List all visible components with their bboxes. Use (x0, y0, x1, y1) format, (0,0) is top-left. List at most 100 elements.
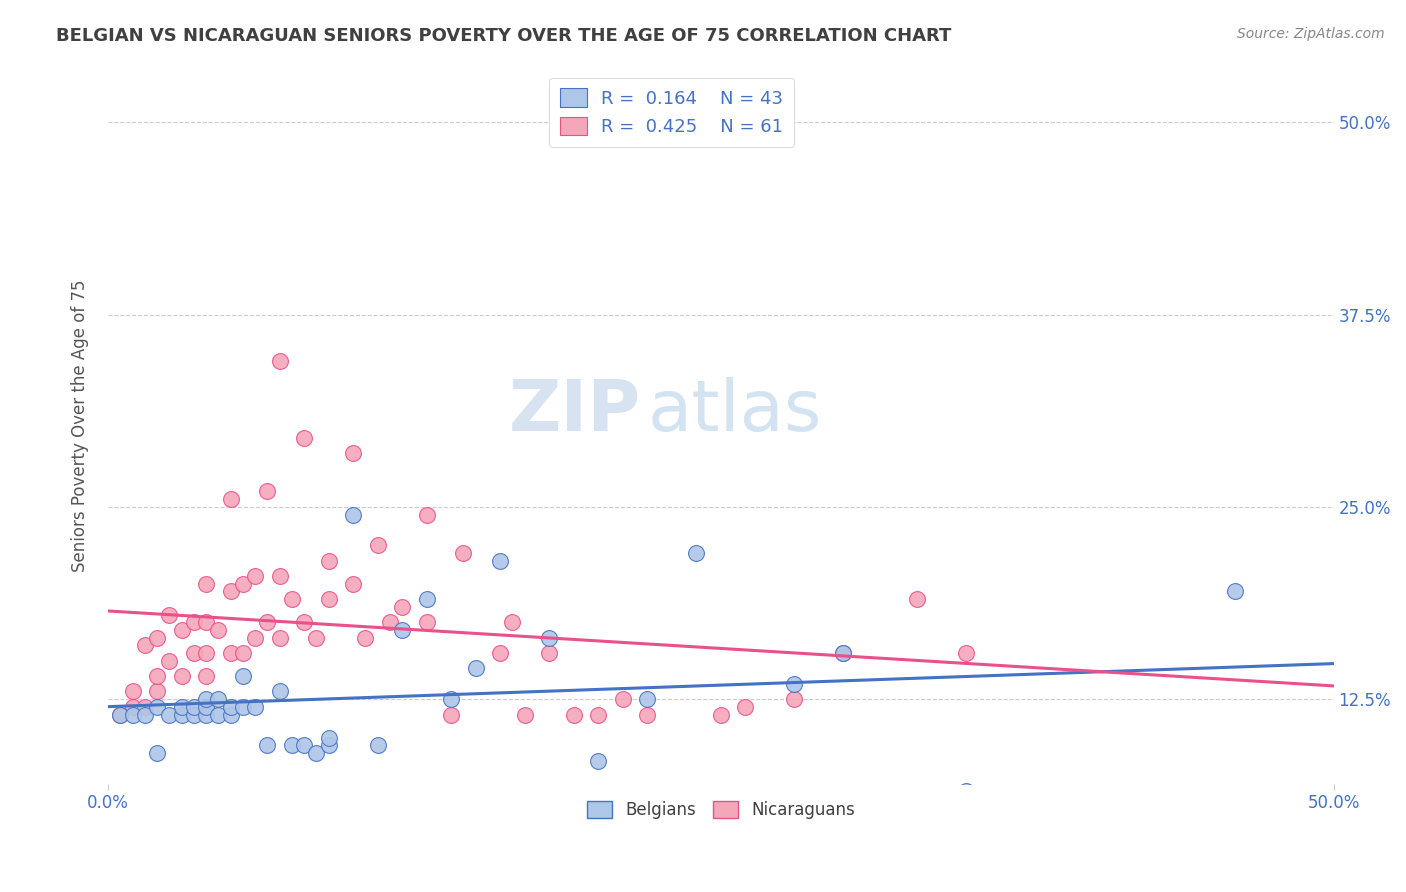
Point (440, 692, 463, 706)
Point (955, 784, 977, 798)
Point (832, 646, 855, 660)
Point (453, 546, 475, 560)
Point (134, 707, 156, 722)
Point (146, 684, 169, 698)
Point (1126, 807, 1149, 822)
Point (170, 623, 193, 637)
Point (292, 739, 315, 753)
Point (195, 707, 218, 722)
Point (1225, 584, 1247, 599)
Point (440, 707, 463, 722)
Point (219, 707, 242, 722)
Point (281, 592, 304, 607)
Point (121, 699, 143, 714)
Point (195, 615, 218, 630)
Point (318, 731, 340, 745)
Point (281, 739, 304, 753)
Point (586, 707, 609, 722)
Point (292, 431, 315, 445)
Point (612, 692, 634, 706)
Point (464, 661, 486, 675)
Point (243, 699, 266, 714)
Point (269, 353, 291, 368)
Point (157, 707, 180, 722)
Point (183, 707, 205, 722)
Point (538, 631, 561, 645)
Point (170, 699, 193, 714)
Point (489, 554, 512, 568)
Point (207, 707, 229, 722)
Point (170, 669, 193, 683)
Point (146, 746, 169, 760)
Point (207, 623, 229, 637)
Point (232, 669, 254, 683)
Point (710, 707, 733, 722)
Point (219, 699, 242, 714)
Point (207, 692, 229, 706)
Point (146, 631, 169, 645)
Point (538, 646, 561, 660)
Point (232, 576, 254, 591)
Text: BELGIAN VS NICARAGUAN SENIORS POVERTY OVER THE AGE OF 75 CORRELATION CHART: BELGIAN VS NICARAGUAN SENIORS POVERTY OV… (56, 27, 952, 45)
Point (636, 707, 658, 722)
Point (342, 508, 364, 522)
Point (183, 699, 205, 714)
Point (256, 484, 278, 499)
Point (367, 739, 389, 753)
Point (905, 592, 928, 607)
Point (195, 699, 218, 714)
Point (685, 546, 707, 560)
Point (146, 669, 169, 683)
Point (391, 599, 413, 614)
Point (586, 754, 609, 768)
Point (342, 576, 364, 591)
Point (391, 623, 413, 637)
Point (269, 684, 291, 698)
Point (734, 699, 756, 714)
Point (636, 692, 658, 706)
Point (219, 584, 242, 599)
Point (110, 707, 132, 722)
Text: Source: ZipAtlas.com: Source: ZipAtlas.com (1237, 27, 1385, 41)
Point (783, 677, 806, 691)
Point (157, 654, 180, 668)
Point (121, 684, 143, 698)
Point (110, 707, 132, 722)
Point (305, 746, 328, 760)
Legend: Belgians, Nicaraguans: Belgians, Nicaraguans (581, 794, 862, 825)
Point (513, 707, 536, 722)
Point (256, 739, 278, 753)
Point (489, 646, 512, 660)
Point (157, 607, 180, 622)
Point (232, 699, 254, 714)
Point (195, 692, 218, 706)
Point (232, 646, 254, 660)
Point (269, 631, 291, 645)
Point (318, 554, 340, 568)
Point (146, 699, 169, 714)
Point (378, 615, 401, 630)
Point (195, 669, 218, 683)
Point (134, 638, 156, 652)
Point (367, 538, 389, 552)
Point (318, 592, 340, 607)
Point (292, 615, 315, 630)
Y-axis label: Seniors Poverty Over the Age of 75: Seniors Poverty Over the Age of 75 (72, 280, 89, 573)
Point (134, 699, 156, 714)
Point (415, 508, 437, 522)
Point (183, 615, 205, 630)
Text: atlas: atlas (647, 377, 821, 446)
Point (501, 615, 523, 630)
Point (415, 615, 437, 630)
Point (415, 592, 437, 607)
Point (195, 576, 218, 591)
Point (256, 615, 278, 630)
Point (243, 569, 266, 583)
Point (955, 646, 977, 660)
Point (183, 646, 205, 660)
Point (318, 739, 340, 753)
Point (219, 492, 242, 507)
Point (170, 707, 193, 722)
Point (269, 569, 291, 583)
Point (354, 631, 377, 645)
